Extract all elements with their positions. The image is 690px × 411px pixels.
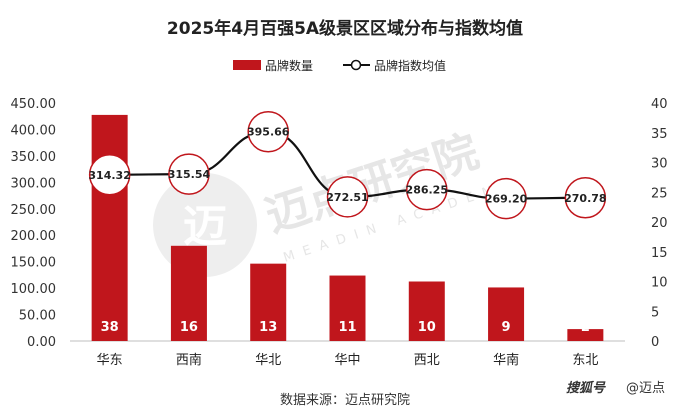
bars: [91, 114, 604, 342]
x-category-label: 西北: [414, 353, 440, 368]
y-left-tick-label: 350.00: [11, 150, 57, 165]
y-right-tick-label: 20: [651, 216, 668, 231]
bar: [329, 275, 366, 341]
legend-line-marker: [350, 59, 362, 71]
y-axis-right: 0 5 10 15 20 25 30 35 40: [651, 97, 668, 350]
bar-value-label: 16: [180, 320, 198, 335]
x-category-label: 东北: [572, 353, 598, 368]
legend: 品牌数量 品牌指数均值: [233, 58, 446, 73]
y-left-tick-label: 150.00: [11, 256, 57, 271]
line-series: 314.32 315.54 395.66 272.51 286.25 269.20 270.…: [88, 110, 607, 220]
credit-handle: @迈点: [626, 381, 665, 396]
y-left-tick-label: 100.00: [11, 282, 57, 297]
y-right-tick-label: 5: [651, 305, 659, 320]
line-point-label: 270.78: [564, 192, 606, 205]
line-point-label: 269.20: [485, 193, 528, 206]
y-left-tick-label: 0.00: [27, 335, 56, 350]
y-left-tick-label: 50.00: [19, 309, 56, 324]
y-right-tick-label: 15: [651, 246, 668, 261]
x-category-label: 华中: [334, 353, 360, 368]
y-left-tick-label: 300.00: [11, 176, 57, 191]
line-point-marker: [168, 153, 210, 195]
bar: [250, 263, 287, 341]
bar: [567, 329, 604, 341]
y-right-tick-label: 35: [651, 127, 668, 142]
legend-bar-label: 品牌数量: [265, 58, 313, 73]
y-left-tick-label: 200.00: [11, 229, 57, 244]
credit-app: 搜狐号: [566, 380, 606, 396]
line-point-label: 286.25: [406, 184, 448, 197]
line-point-marker: [88, 154, 131, 196]
line-point-label: 395.66: [247, 126, 290, 139]
bar-value-label: 10: [418, 320, 436, 335]
bar: [170, 245, 207, 341]
y-axis-left: 0.00 50.00 100.00 150.00 200.00 250.00 300.00 3…: [11, 97, 57, 350]
bar: [408, 281, 445, 341]
bar: [91, 114, 128, 342]
y-left-tick-label: 400.00: [11, 123, 57, 138]
y-right-tick-label: 10: [651, 276, 668, 291]
line-point-marker: [326, 176, 369, 218]
x-category-label: 华北: [255, 353, 281, 368]
line-point-marker: [247, 110, 289, 153]
line-point-marker: [564, 177, 607, 219]
y-right-tick-label: 25: [651, 186, 668, 201]
source-note: 数据来源：迈点研究院: [280, 393, 410, 408]
y-left-tick-label: 450.00: [11, 97, 57, 112]
x-category-label: 西南: [176, 352, 202, 368]
line-point-marker: [485, 177, 527, 220]
x-axis-categories: 华东 西南 华北 华中 西北 华南 东北: [97, 352, 599, 368]
line-point-label: 315.54: [168, 168, 211, 181]
bar-value-label: 9: [502, 320, 511, 335]
y-left-tick-label: 250.00: [11, 203, 57, 218]
bar-value-label: 11: [338, 320, 356, 335]
credit: 搜狐号 @迈点: [566, 380, 665, 396]
watermark-logo-glyph: 迈: [183, 201, 227, 252]
bar-labels: 38 16 13 11 10 9 2: [101, 320, 590, 335]
y-right-tick-label: 30: [651, 157, 668, 172]
chart-title: 2025年4月百强5A级景区区域分布与指数均值: [167, 18, 523, 39]
line-point-label: 314.32: [88, 169, 130, 182]
x-category-label: 华南: [493, 352, 519, 368]
bar-value-label: 2: [581, 320, 590, 335]
y-right-tick-label: 40: [651, 97, 668, 112]
legend-bar-swatch: [233, 60, 261, 70]
x-category-label: 华东: [97, 353, 123, 368]
line-point-marker: [406, 168, 448, 211]
y-right-tick-label: 0: [651, 335, 659, 350]
bar: [488, 287, 525, 341]
bar-value-label: 38: [101, 320, 119, 335]
legend-line-label: 品牌指数均值: [374, 58, 446, 73]
bar-value-label: 13: [259, 320, 277, 335]
line-point-label: 272.51: [326, 191, 368, 204]
